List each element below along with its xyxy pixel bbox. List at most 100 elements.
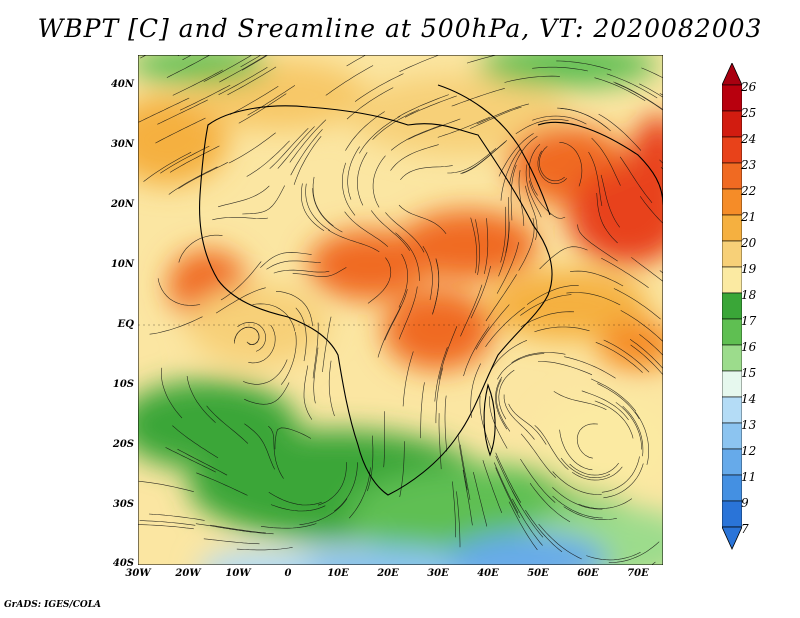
streamline [438, 413, 442, 470]
streamline [196, 472, 248, 496]
streamline [322, 316, 332, 373]
streamline [165, 447, 216, 473]
colorbar-box [722, 266, 742, 294]
colorbar-label-17: 17 [741, 314, 757, 328]
streamline [313, 347, 319, 404]
streamline [186, 375, 216, 423]
streamline [539, 246, 588, 270]
streamline [505, 197, 510, 253]
colorbar-box [722, 396, 742, 424]
streamline [303, 365, 313, 420]
streamline [469, 106, 522, 129]
colorbar-box [722, 240, 742, 268]
streamline [539, 146, 565, 182]
streamline [566, 292, 621, 306]
streamline [248, 324, 276, 364]
streamline [347, 146, 360, 200]
streamline [500, 206, 506, 263]
colorbar-box [722, 448, 742, 476]
streamline [383, 411, 385, 468]
colorbar-label-21: 21 [741, 210, 757, 224]
streamline [538, 361, 593, 376]
streamline [289, 119, 327, 163]
streamline [511, 352, 566, 363]
streamline [354, 73, 404, 102]
colorbar-label-15: 15 [741, 366, 757, 380]
streamline [252, 303, 296, 332]
streamline [484, 218, 489, 274]
streamline [434, 347, 448, 402]
streamline [293, 136, 322, 185]
streamline [559, 142, 583, 187]
colorbar-box [722, 110, 742, 138]
lon-label-10e: 10E [327, 568, 349, 579]
streamline [639, 196, 663, 224]
streamline [172, 425, 219, 459]
lat-label-40s: 40S [112, 558, 134, 569]
colorbar-box [722, 162, 742, 190]
streamline [495, 467, 520, 519]
lon-label-50e: 50E [527, 568, 549, 579]
streamline [277, 126, 315, 169]
streamline [148, 513, 205, 521]
streamline [493, 462, 519, 514]
streamline [397, 94, 449, 118]
streamline [532, 115, 587, 125]
streamline [149, 316, 203, 335]
colorbar-box [722, 84, 742, 112]
streamline [570, 270, 624, 287]
colorbar-label-19: 19 [741, 262, 757, 276]
streamline [220, 261, 262, 301]
streamline [266, 260, 321, 270]
lat-label-40n: 40N [110, 79, 134, 90]
streamline [260, 252, 312, 268]
colorbar-box [722, 474, 742, 502]
lat-label-30s: 30S [112, 499, 134, 510]
streamline [270, 504, 326, 512]
streamline [328, 360, 335, 417]
streamline [346, 87, 394, 120]
streamline [603, 339, 650, 373]
streamline [620, 310, 663, 342]
streamline [498, 221, 510, 277]
streamline [400, 165, 453, 181]
streamline [385, 212, 425, 253]
streamline [496, 379, 511, 432]
streamline [157, 99, 208, 125]
streamline [503, 394, 535, 440]
streamline [212, 217, 269, 221]
streamline [559, 429, 593, 471]
streamline [292, 267, 347, 277]
streamline [268, 492, 322, 506]
streamline [218, 185, 270, 208]
streamline [390, 125, 441, 151]
lon-label-70e: 70E [627, 568, 649, 579]
streamline [473, 472, 488, 527]
streamline [179, 84, 231, 111]
streamline [569, 462, 619, 476]
streamline [451, 88, 505, 107]
colorbar-arrow-bottom [722, 526, 742, 550]
lat-label-10s: 10S [112, 379, 134, 390]
colorbar-label-7: 7 [741, 522, 749, 536]
streamline [520, 458, 556, 503]
map-title: WBPT [C] and Sreamline at 500hPa, VT: 20… [37, 14, 763, 43]
streamline [608, 541, 660, 563]
streamline [275, 291, 313, 327]
streamline [629, 339, 663, 369]
streamline [526, 285, 579, 305]
streamline [390, 144, 439, 171]
streamline [399, 55, 440, 72]
streamline [139, 520, 196, 526]
streamline [564, 356, 616, 379]
streamline [631, 257, 663, 282]
streamline [274, 427, 312, 450]
streamline [525, 164, 542, 218]
streamline [552, 495, 603, 519]
streamline [461, 140, 508, 174]
streamline [138, 97, 190, 123]
colorbar-box [722, 344, 742, 372]
streamline [639, 83, 663, 98]
streamline [457, 434, 468, 491]
streamline [576, 423, 598, 459]
